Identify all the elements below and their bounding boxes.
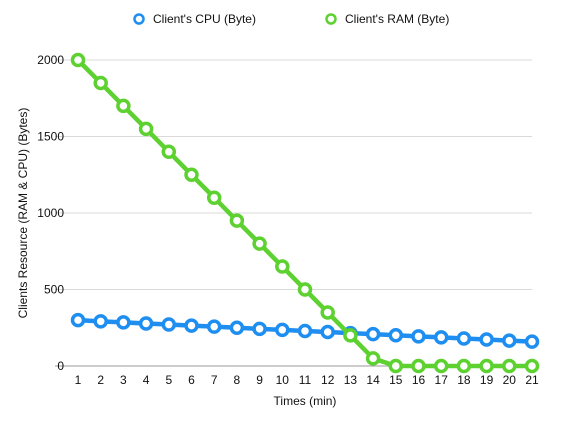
data-point-s1-0	[70, 52, 86, 68]
y-tick-label-0: 0	[57, 359, 64, 373]
data-point-s0-5	[184, 318, 199, 333]
data-point-s1-2	[116, 98, 131, 114]
data-point-s0-0	[70, 312, 86, 328]
data-point-s1-3	[138, 121, 154, 137]
y-tick-label-1: 500	[44, 283, 64, 297]
series-lines	[70, 52, 540, 374]
x-tick-label-10: 11	[299, 373, 312, 387]
x-tick-label-15: 16	[412, 373, 426, 387]
x-tick-label-12: 13	[344, 373, 358, 387]
data-point-s0-20	[524, 334, 540, 349]
legend-label-cpu: Client's CPU (Byte)	[153, 12, 256, 26]
y-tick-label-2: 1000	[37, 206, 64, 220]
y-tick-label-4: 2000	[37, 53, 64, 67]
x-tick-label-7: 8	[234, 373, 241, 387]
series-1	[70, 52, 540, 374]
data-point-s0-19	[502, 333, 517, 348]
data-point-s0-8	[252, 321, 267, 337]
x-tick-label-14: 15	[389, 373, 403, 387]
x-tick-label-11: 12	[321, 373, 335, 387]
x-tick-label-1: 2	[97, 373, 104, 387]
data-point-s1-8	[252, 236, 267, 251]
legend: Client's CPU (Byte) Client's RAM (Byte)	[133, 12, 449, 26]
data-point-s1-17	[456, 358, 472, 374]
legend-item-ram: Client's RAM (Byte)	[325, 12, 449, 26]
data-point-s0-16	[433, 330, 449, 345]
data-point-s0-10	[297, 323, 313, 339]
data-point-s1-13	[365, 351, 381, 366]
data-point-s1-16	[433, 358, 449, 374]
x-axis-ticks: 1 2 3 4 5 6 7 8 9 10 11 12 13 14 15 16 17 18 19 20 21	[75, 373, 539, 387]
data-point-s0-14	[388, 327, 404, 343]
data-point-s0-15	[411, 329, 426, 344]
y-axis-label: Clients Resource (RAM & CPU) (Bytes)	[16, 108, 30, 319]
data-point-s0-7	[229, 320, 245, 335]
data-point-s0-2	[116, 315, 131, 330]
data-point-s1-20	[524, 358, 540, 374]
x-tick-label-4: 5	[165, 373, 172, 387]
legend-marker-cpu	[133, 13, 145, 25]
data-point-s1-18	[479, 358, 494, 374]
x-tick-label-18: 19	[480, 373, 494, 387]
x-tick-label-6: 7	[211, 373, 218, 387]
x-tick-label-2: 3	[120, 373, 127, 387]
data-point-s1-10	[297, 282, 313, 297]
x-tick-label-17: 18	[457, 373, 471, 387]
x-tick-label-3: 4	[143, 373, 150, 387]
x-tick-label-9: 10	[276, 373, 290, 387]
data-point-s1-6	[206, 190, 222, 205]
data-point-s1-15	[411, 358, 426, 374]
data-point-s1-9	[275, 259, 290, 274]
data-point-s0-1	[93, 314, 108, 329]
data-point-s1-4	[161, 144, 177, 160]
x-tick-label-19: 20	[503, 373, 517, 387]
series-0	[70, 312, 540, 349]
legend-label-ram: Client's RAM (Byte)	[345, 12, 449, 26]
x-tick-label-5: 6	[188, 373, 195, 387]
data-point-s0-18	[479, 332, 494, 347]
data-point-s0-13	[365, 326, 381, 342]
data-point-s1-12	[343, 328, 358, 343]
data-point-s1-7	[229, 213, 245, 228]
data-point-s1-1	[93, 75, 108, 91]
x-tick-label-16: 17	[435, 373, 449, 387]
data-point-s1-19	[502, 358, 517, 374]
legend-item-cpu: Client's CPU (Byte)	[133, 12, 256, 26]
y-tick-label-3: 1500	[37, 130, 64, 144]
legend-marker-ram	[325, 13, 337, 25]
data-point-s0-11	[320, 324, 335, 340]
data-point-s0-9	[275, 322, 290, 338]
y-axis-ticks: 0 500 1000 1500 2000	[37, 53, 64, 373]
data-point-s0-4	[161, 317, 177, 332]
x-tick-label-0: 1	[75, 373, 82, 387]
data-point-s0-17	[456, 331, 472, 346]
data-point-s1-5	[184, 167, 199, 182]
data-point-s1-14	[388, 358, 404, 374]
x-tick-label-20: 21	[525, 373, 539, 387]
x-axis-label: Times (min)	[274, 394, 337, 408]
x-tick-label-13: 14	[366, 373, 380, 387]
x-tick-label-8: 9	[256, 373, 263, 387]
data-point-s1-11	[320, 305, 335, 320]
data-point-s0-3	[138, 316, 154, 331]
data-point-s0-6	[206, 319, 222, 334]
